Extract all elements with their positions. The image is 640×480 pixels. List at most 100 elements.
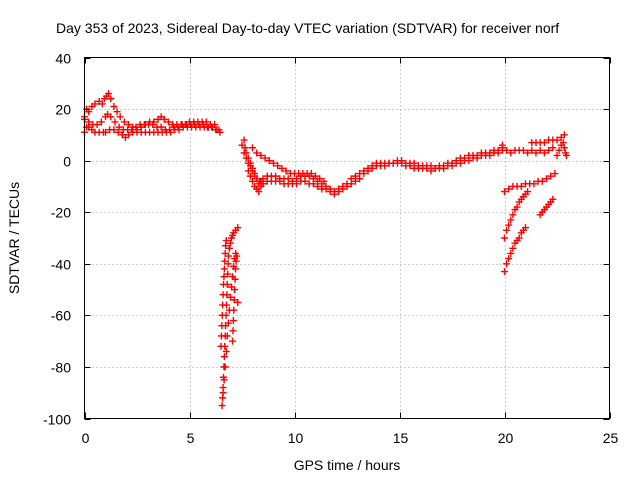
chart-title: Day 353 of 2023, Sidereal Day-to-day VTE… bbox=[56, 20, 559, 36]
data-point bbox=[524, 149, 532, 157]
data-point bbox=[494, 149, 502, 157]
data-point bbox=[559, 139, 567, 147]
data-point bbox=[225, 244, 233, 252]
data-point bbox=[507, 149, 515, 157]
data-point bbox=[501, 234, 508, 242]
y-tick-labels: -100 -80 -60 -40 -20 0 20 40 bbox=[43, 51, 71, 428]
data-point bbox=[509, 211, 517, 219]
data-point bbox=[312, 172, 319, 180]
data-point bbox=[246, 172, 254, 180]
data-point bbox=[562, 151, 570, 159]
data-point bbox=[505, 255, 513, 263]
data-point bbox=[249, 177, 256, 185]
data-point bbox=[524, 188, 532, 196]
data-point bbox=[157, 123, 165, 131]
data-point bbox=[224, 270, 232, 278]
data-point bbox=[440, 164, 448, 172]
data-point bbox=[368, 164, 376, 172]
data-point bbox=[125, 131, 133, 139]
data-point bbox=[240, 136, 248, 144]
data-point bbox=[149, 121, 157, 129]
data-point bbox=[551, 170, 559, 178]
data-point bbox=[220, 376, 228, 384]
data-point bbox=[465, 157, 473, 165]
data-point bbox=[120, 118, 128, 126]
data-point bbox=[423, 164, 431, 172]
data-point bbox=[343, 182, 351, 190]
y-tick-label: -100 bbox=[43, 412, 71, 428]
data-point bbox=[505, 221, 513, 229]
data-point bbox=[307, 170, 315, 178]
data-point bbox=[160, 115, 168, 123]
data-point bbox=[212, 126, 220, 134]
data-point bbox=[543, 175, 550, 183]
data-point bbox=[242, 154, 250, 162]
data-point bbox=[513, 203, 521, 211]
data-point bbox=[107, 113, 115, 121]
data-point bbox=[216, 128, 224, 136]
y-tick-label: -40 bbox=[51, 257, 71, 273]
data-point bbox=[549, 144, 557, 152]
data-point bbox=[351, 177, 359, 185]
data-point bbox=[427, 167, 435, 175]
data-point bbox=[233, 252, 241, 260]
data-point bbox=[231, 275, 239, 283]
data-point bbox=[278, 164, 286, 172]
data-point bbox=[222, 237, 230, 245]
data-point bbox=[515, 234, 523, 242]
data-point bbox=[532, 149, 540, 157]
data-point bbox=[246, 162, 254, 170]
data-point bbox=[314, 182, 322, 190]
data-point bbox=[507, 216, 515, 224]
series-13 bbox=[528, 131, 568, 147]
data-point bbox=[498, 141, 506, 149]
data-point bbox=[218, 311, 226, 319]
data-point bbox=[522, 224, 529, 232]
x-tick-label: 0 bbox=[82, 430, 90, 446]
data-point bbox=[219, 301, 227, 309]
data-point bbox=[406, 162, 414, 170]
data-point bbox=[448, 162, 456, 170]
data-point bbox=[519, 146, 527, 154]
axis-ticks bbox=[84, 57, 611, 420]
data-point bbox=[226, 239, 234, 247]
data-point bbox=[219, 291, 227, 299]
data-point bbox=[255, 188, 263, 196]
data-point bbox=[221, 363, 229, 371]
data-point bbox=[282, 167, 290, 175]
y-tick-label: -20 bbox=[51, 205, 71, 221]
data-point bbox=[270, 159, 277, 167]
series-10 bbox=[249, 144, 328, 185]
y-tick-label: 0 bbox=[63, 154, 71, 170]
series-9 bbox=[238, 141, 506, 198]
data-point bbox=[125, 121, 133, 129]
data-point bbox=[220, 273, 228, 281]
series-18 bbox=[536, 195, 557, 219]
data-point bbox=[503, 260, 511, 268]
data-point bbox=[536, 146, 544, 154]
data-point bbox=[560, 144, 568, 152]
data-point bbox=[220, 280, 228, 288]
series-11 bbox=[244, 167, 267, 196]
data-point bbox=[128, 126, 136, 134]
series-6 bbox=[219, 249, 240, 397]
data-point bbox=[107, 95, 115, 103]
data-point bbox=[309, 180, 317, 188]
data-point bbox=[199, 121, 207, 129]
series-7 bbox=[229, 252, 242, 345]
data-point bbox=[257, 151, 265, 159]
data-point bbox=[456, 159, 464, 167]
data-point bbox=[553, 151, 561, 159]
data-point bbox=[259, 180, 267, 188]
data-point bbox=[166, 126, 174, 134]
data-point bbox=[218, 402, 226, 410]
x-tick-label: 5 bbox=[187, 430, 195, 446]
data-point bbox=[265, 157, 273, 165]
data-point bbox=[503, 226, 511, 234]
data-point bbox=[110, 126, 118, 134]
y-tick-label: -60 bbox=[51, 308, 71, 324]
data-point bbox=[473, 154, 481, 162]
data-point bbox=[553, 136, 561, 144]
data-point bbox=[174, 123, 182, 131]
data-point bbox=[238, 141, 246, 149]
